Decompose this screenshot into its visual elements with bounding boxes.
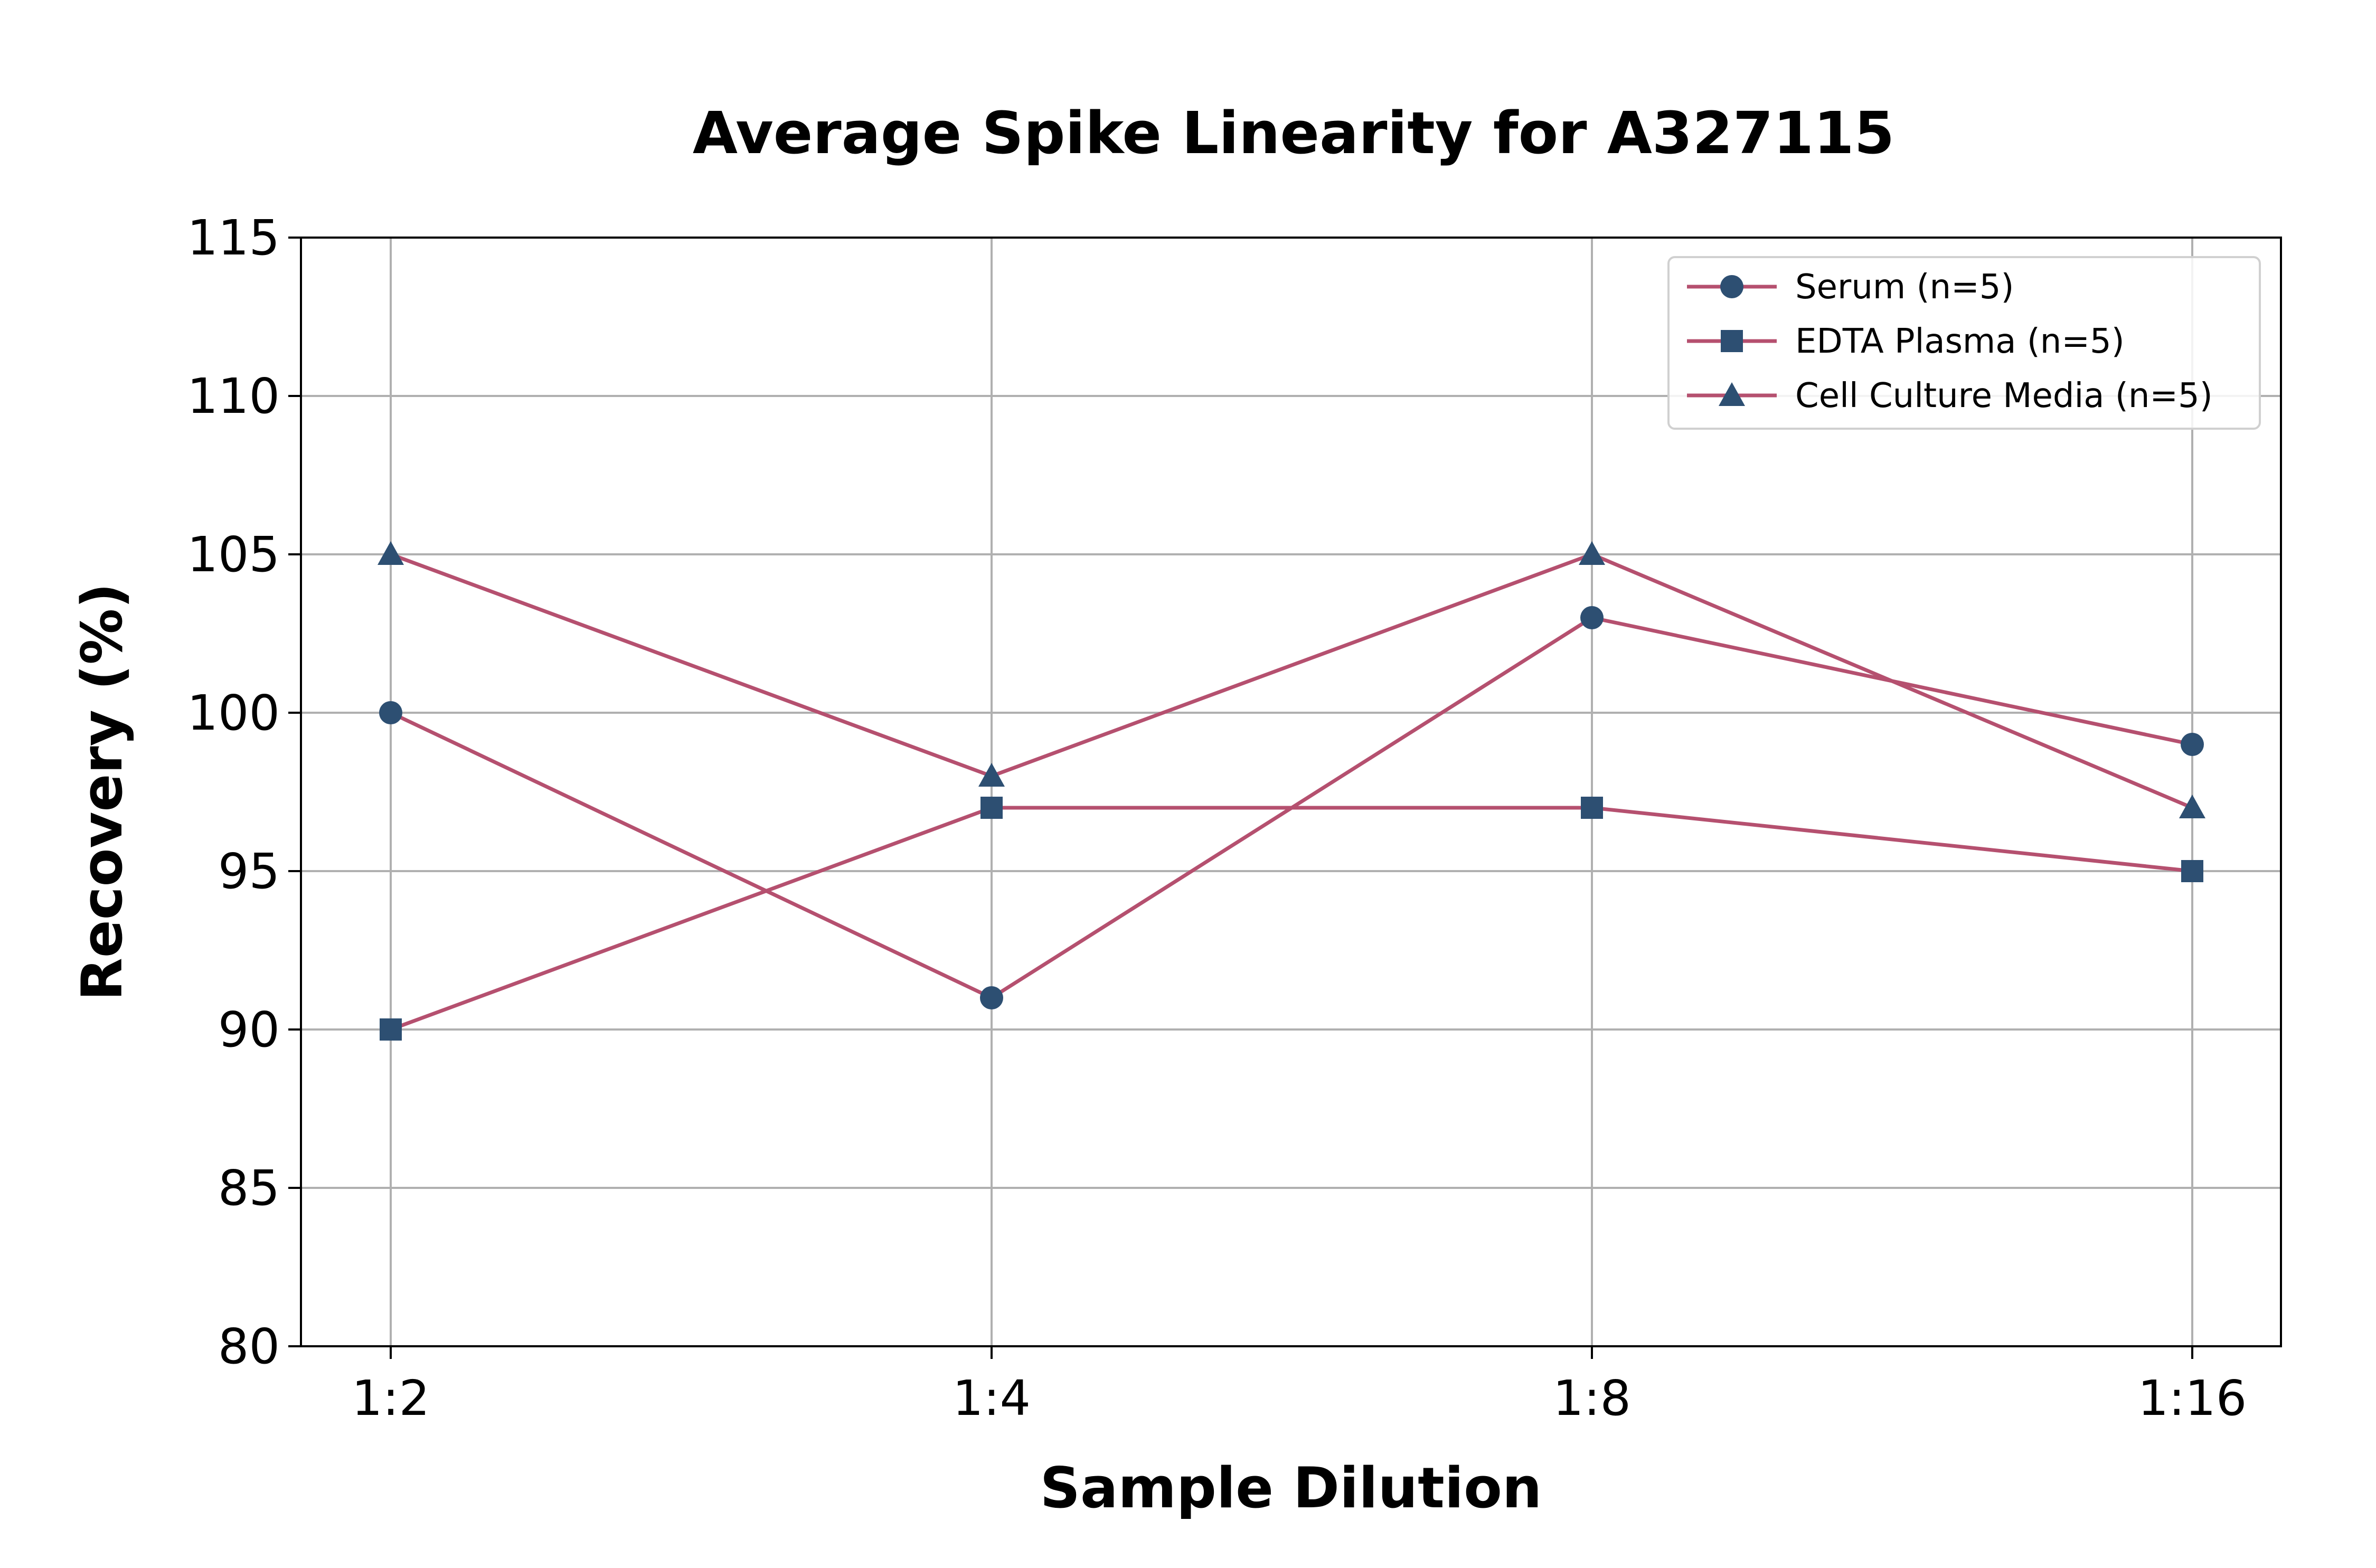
y-tick-label: 115 <box>187 210 280 266</box>
legend-item: Serum (n=5) <box>1687 268 2014 307</box>
chart-title: Average Spike Linearity for A327115 <box>693 99 1894 167</box>
data-point <box>379 701 402 724</box>
y-tick-label: 95 <box>218 843 280 900</box>
legend-label: Cell Culture Media (n=5) <box>1795 376 2213 415</box>
legend: Serum (n=5) EDTA Plasma (n=5) Cell Culture… <box>1667 256 2261 430</box>
data-point <box>378 541 404 565</box>
legend-label: EDTA Plasma (n=5) <box>1795 322 2125 361</box>
y-tick-label: 110 <box>187 368 280 424</box>
x-axis: 1:2 1:4 1:8 1:16 <box>352 1346 2247 1427</box>
y-tick-label: 105 <box>187 526 280 583</box>
y-axis-label: Recovery (%) <box>70 583 135 1001</box>
data-point <box>2179 795 2205 818</box>
y-axis: 80 85 90 95 100 105 110 115 <box>187 210 301 1375</box>
series-group <box>378 541 2205 1041</box>
y-tick-label: 85 <box>218 1160 280 1216</box>
x-axis-label: Sample Dilution <box>1040 1456 1542 1520</box>
series-line <box>390 806 2193 1032</box>
x-tick-label: 1:8 <box>1553 1370 1631 1427</box>
data-point <box>980 797 1003 819</box>
data-point <box>980 986 1003 1009</box>
legend-label: Serum (n=5) <box>1795 268 2014 307</box>
y-tick-label: 100 <box>187 685 280 741</box>
data-point <box>1579 541 1605 565</box>
data-point <box>1581 797 1603 819</box>
legend-marker <box>1719 382 1745 406</box>
data-point <box>2181 733 2204 756</box>
x-tick-label: 1:2 <box>352 1370 430 1427</box>
legend-item: EDTA Plasma (n=5) <box>1687 322 2125 361</box>
series-3 <box>378 541 2205 818</box>
legend-box <box>1667 256 2261 430</box>
data-point <box>380 1018 402 1041</box>
plot-area <box>300 237 2282 1347</box>
data-point <box>978 763 1005 787</box>
y-tick-label: 90 <box>218 1002 280 1058</box>
data-point <box>1580 606 1604 629</box>
series-line <box>390 552 2193 810</box>
y-tick-label: 80 <box>218 1318 280 1375</box>
x-tick-label: 1:4 <box>953 1370 1031 1427</box>
series-2 <box>380 797 2203 1041</box>
x-tick-label: 1:16 <box>2138 1370 2247 1427</box>
data-point <box>2181 860 2203 882</box>
legend-marker <box>1721 330 1743 352</box>
legend-item: Cell Culture Media (n=5) <box>1687 376 2213 415</box>
legend-marker <box>1720 275 1743 298</box>
